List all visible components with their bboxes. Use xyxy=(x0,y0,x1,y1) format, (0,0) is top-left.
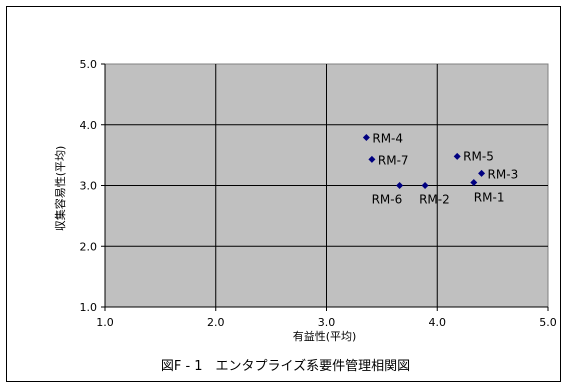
y-tick-label: 1.0 xyxy=(80,301,98,314)
data-point-label: RM-3 xyxy=(488,167,519,181)
x-tick-label: 5.0 xyxy=(539,316,557,329)
figure-caption: 図F - 1 エンタプライズ系要件管理相関図 xyxy=(160,359,411,374)
data-point-label: RM-7 xyxy=(378,153,409,167)
y-tick-label: 5.0 xyxy=(80,58,98,71)
data-point-label: RM-4 xyxy=(372,132,403,146)
data-point-label: RM-6 xyxy=(372,193,403,207)
x-tick-label: 4.0 xyxy=(429,316,447,329)
data-point-label: RM-2 xyxy=(419,193,450,207)
data-point xyxy=(368,155,376,163)
x-axis-title: 有益性(平均) xyxy=(293,329,357,343)
x-tick-label: 1.0 xyxy=(96,316,114,329)
data-point xyxy=(470,178,478,186)
y-axis-title: 収集容易性(平均) xyxy=(53,146,67,232)
data-point-label: RM-5 xyxy=(463,149,494,163)
y-tick-label: 2.0 xyxy=(80,240,98,253)
y-tick-label: 4.0 xyxy=(80,119,98,132)
data-point xyxy=(478,169,486,177)
data-point-label: RM-1 xyxy=(474,190,505,204)
data-point xyxy=(421,182,429,189)
y-tick-label: 3.0 xyxy=(80,180,98,193)
data-point xyxy=(453,152,461,160)
x-tick-label: 2.0 xyxy=(207,316,225,329)
x-tick-label: 3.0 xyxy=(318,316,336,329)
data-point xyxy=(362,134,370,142)
data-point xyxy=(396,182,404,189)
